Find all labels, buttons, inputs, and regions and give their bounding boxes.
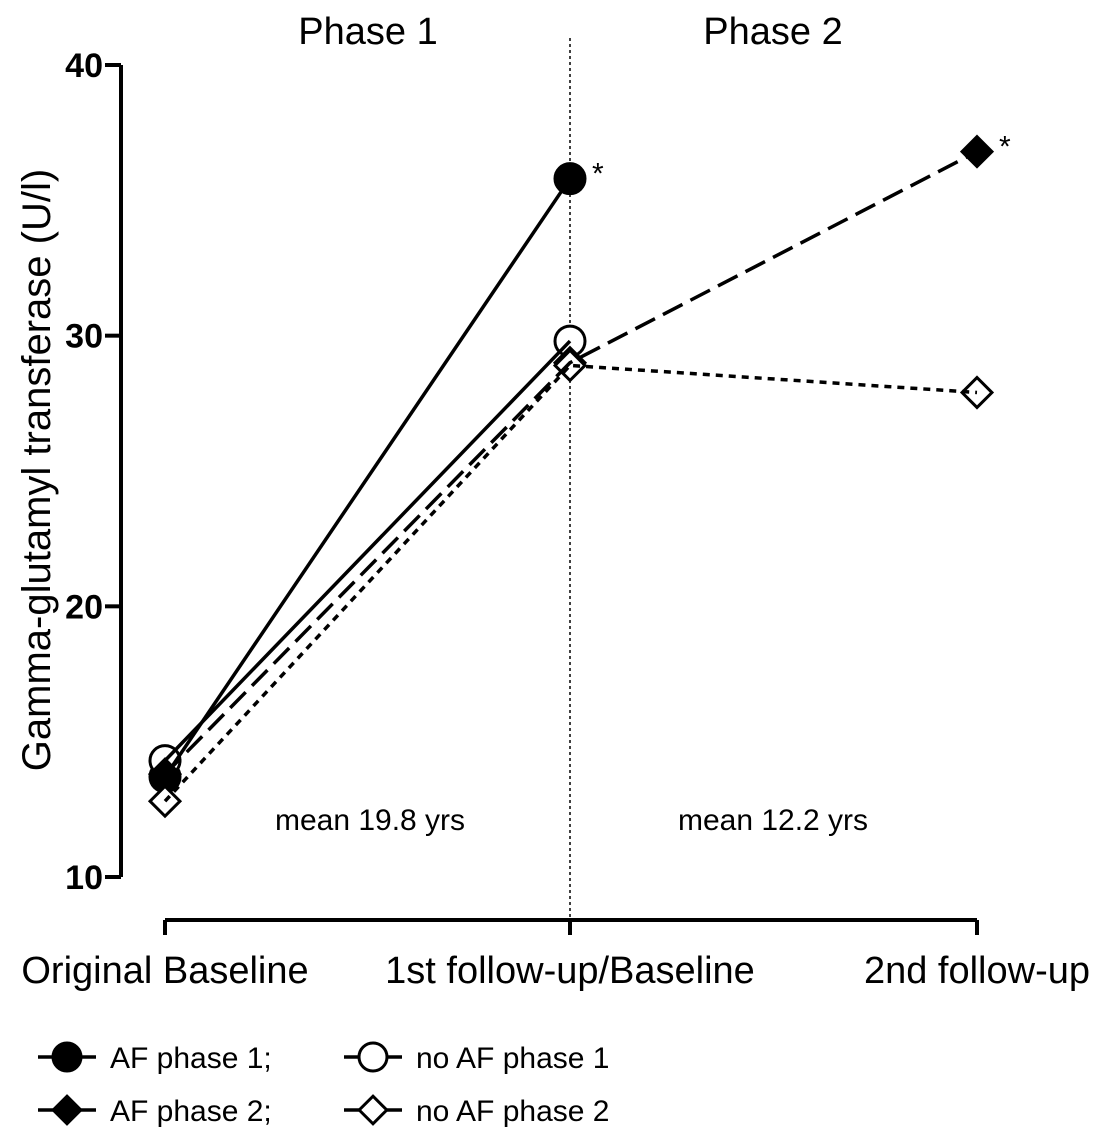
diamond-marker — [357, 1094, 389, 1126]
series-line-2 — [163, 150, 978, 776]
circle-marker — [357, 1041, 389, 1073]
diamond-marker — [51, 1094, 83, 1126]
significance-star: * — [999, 131, 1011, 164]
series-line-0 — [163, 177, 572, 778]
legend-label: no AF phase 2 — [416, 1095, 609, 1128]
phase-2-label: Phase 2 — [703, 11, 842, 53]
legend: AF phase 1; no AF phase 1 AF phase 2; no AF… — [38, 1041, 609, 1128]
legend-item: no AF phase 1 — [344, 1041, 609, 1075]
axes-layer: 10 20 30 40 Original Baseline 1st follow-up/B… — [21, 38, 1090, 992]
legend-label: AF phase 2; — [110, 1095, 272, 1128]
x-tick-label: 1st follow-up/Baseline — [385, 950, 755, 992]
phase-1-duration-annotation: mean 19.8 yrs — [275, 804, 465, 837]
legend-item: no AF phase 2 — [344, 1094, 609, 1128]
x-tick-label: Original Baseline — [21, 950, 308, 992]
series-layer: ** — [147, 131, 1011, 819]
circle-marker — [51, 1041, 83, 1073]
y-tick-label: 30 — [65, 318, 103, 356]
significance-star: * — [592, 158, 604, 191]
y-tick-label: 10 — [65, 859, 103, 897]
legend-item: AF phase 2; — [38, 1094, 272, 1128]
x-tick-label: 2nd follow-up — [864, 950, 1090, 992]
phase-1-label: Phase 1 — [298, 11, 437, 53]
series-line-1 — [163, 339, 572, 762]
marker-layer — [147, 134, 995, 819]
series-line-3 — [163, 363, 978, 803]
label-layer: Gamma-glutamyl transferase (U/l) Phase 1… — [15, 11, 868, 837]
y-tick-label: 40 — [65, 47, 103, 85]
y-tick-label: 20 — [65, 588, 103, 626]
phase-2-duration-annotation: mean 12.2 yrs — [678, 804, 868, 837]
legend-item: AF phase 1; — [38, 1041, 272, 1075]
diamond-marker — [552, 348, 588, 383]
y-axis-title: Gamma-glutamyl transferase (U/l) — [15, 169, 59, 771]
legend-label: AF phase 1; — [110, 1042, 272, 1075]
legend-label: no AF phase 1 — [416, 1042, 609, 1075]
